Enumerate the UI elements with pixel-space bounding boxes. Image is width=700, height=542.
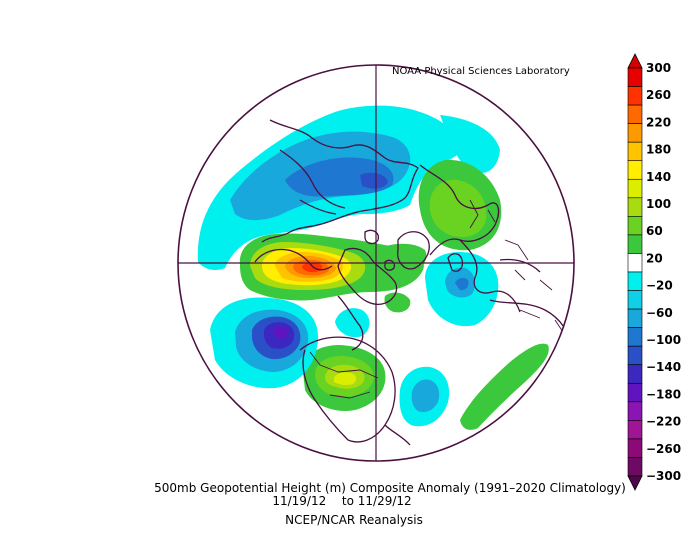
coastline-us-borders bbox=[309, 351, 379, 399]
coastline-siberia bbox=[279, 149, 346, 215]
colorbar-bin bbox=[627, 345, 643, 366]
colorbar-tick-label: −220 bbox=[646, 415, 681, 429]
colorbar-bin bbox=[627, 67, 643, 87]
negative-anomaly-arctic-east bbox=[440, 115, 500, 174]
colorbar-tick-label: 60 bbox=[646, 224, 663, 238]
colorbar-bin bbox=[627, 438, 643, 458]
colorbar-bin bbox=[627, 420, 643, 440]
map-title: 500mb Geopotential Height (m) Composite … bbox=[154, 481, 626, 495]
colorbar-bin bbox=[627, 253, 643, 273]
colorbar-bin bbox=[627, 382, 643, 403]
coastline-europe bbox=[459, 239, 541, 313]
negative-anomaly-pacific-core bbox=[273, 326, 288, 339]
date-range: 11/19/12 to 11/29/12 bbox=[0, 494, 692, 508]
globe-border bbox=[177, 64, 575, 462]
coastline-alaska bbox=[254, 248, 333, 271]
colorbar-bin bbox=[627, 123, 643, 143]
coastline-canada-arctic bbox=[337, 247, 398, 306]
colorbar-bin bbox=[627, 364, 643, 384]
credit-label: NOAA Physical Sciences Laboratory bbox=[392, 66, 570, 77]
colorbar-bin bbox=[627, 457, 643, 477]
colorbar-bin bbox=[627, 271, 643, 291]
colorbar-tick-label: −260 bbox=[646, 442, 681, 456]
colorbar-bin bbox=[627, 290, 643, 310]
coastline-uk bbox=[447, 253, 464, 272]
coastline-islands-arctic bbox=[364, 229, 396, 271]
positive-anomaly-atlantic bbox=[380, 243, 427, 276]
colorbar-tick-label: −180 bbox=[646, 387, 681, 401]
coastline-north-america bbox=[299, 336, 396, 443]
colorbar-bin bbox=[627, 401, 643, 421]
negative-anomaly-hudson bbox=[335, 308, 370, 338]
colorbar-tick-label: 220 bbox=[646, 115, 671, 129]
colorbar-bin bbox=[627, 160, 643, 180]
colorbar: 300 260 220 180 140 100 60 20 −20 −60 −100 −140 −180… bbox=[627, 53, 681, 491]
colorbar-bin bbox=[627, 178, 643, 199]
date-end: 11/29/12 bbox=[357, 494, 412, 508]
positive-anomaly-east-strip bbox=[460, 343, 549, 430]
colorbar-tick-label: −20 bbox=[646, 279, 673, 293]
colorbar-bin bbox=[627, 308, 643, 328]
colorbar-bin bbox=[627, 327, 643, 347]
coastline-hudson bbox=[337, 295, 364, 351]
colorbar-tick-label: 140 bbox=[646, 170, 671, 184]
colorbar-bin bbox=[627, 86, 643, 106]
coastline-gulf bbox=[384, 424, 411, 446]
coastline-scandinavia bbox=[419, 164, 500, 256]
negative-anomaly-atlantic-south-b bbox=[411, 379, 440, 412]
colorbar-tick-label: 300 bbox=[646, 61, 671, 75]
colorbar-bin bbox=[627, 104, 643, 124]
colorbar-tick-label: −60 bbox=[646, 306, 673, 320]
coastline-eurasia bbox=[261, 119, 419, 243]
coastline-borders bbox=[469, 199, 566, 336]
colorbar-tick-label: 100 bbox=[646, 197, 671, 211]
positive-anomaly-central bbox=[384, 292, 411, 313]
colorbar-bin bbox=[627, 216, 643, 236]
positive-anomaly-north-america-d bbox=[334, 372, 357, 386]
colorbar-arrow-bottom bbox=[627, 475, 643, 491]
colorbar-tick-label: −300 bbox=[646, 469, 681, 483]
date-start: 11/19/12 bbox=[272, 494, 327, 508]
grid-lines bbox=[178, 65, 574, 461]
colorbar-bin bbox=[627, 141, 643, 162]
coastlines bbox=[254, 119, 573, 446]
data-source: NCEP/NCAR Reanalysis bbox=[285, 513, 423, 527]
colorbar-arrow-top bbox=[627, 53, 643, 69]
date-separator: to bbox=[341, 494, 354, 508]
colorbar-tick-label: 260 bbox=[646, 88, 671, 102]
colorbar-tick-label: 20 bbox=[646, 251, 663, 265]
negative-anomaly-arctic-core2 bbox=[360, 172, 388, 189]
colorbar-tick-label: 180 bbox=[646, 143, 671, 157]
positive-anomaly-greenland-inner bbox=[429, 179, 487, 238]
colorbar-bin bbox=[627, 197, 643, 217]
coastline-africa-north bbox=[489, 299, 573, 351]
colorbar-tick-label: −100 bbox=[646, 333, 681, 347]
colorbar-tick-label: −140 bbox=[646, 360, 681, 374]
colorbar-bin bbox=[627, 234, 643, 254]
negative-anomaly-europe-c bbox=[455, 277, 469, 291]
anomaly-field bbox=[197, 105, 549, 430]
